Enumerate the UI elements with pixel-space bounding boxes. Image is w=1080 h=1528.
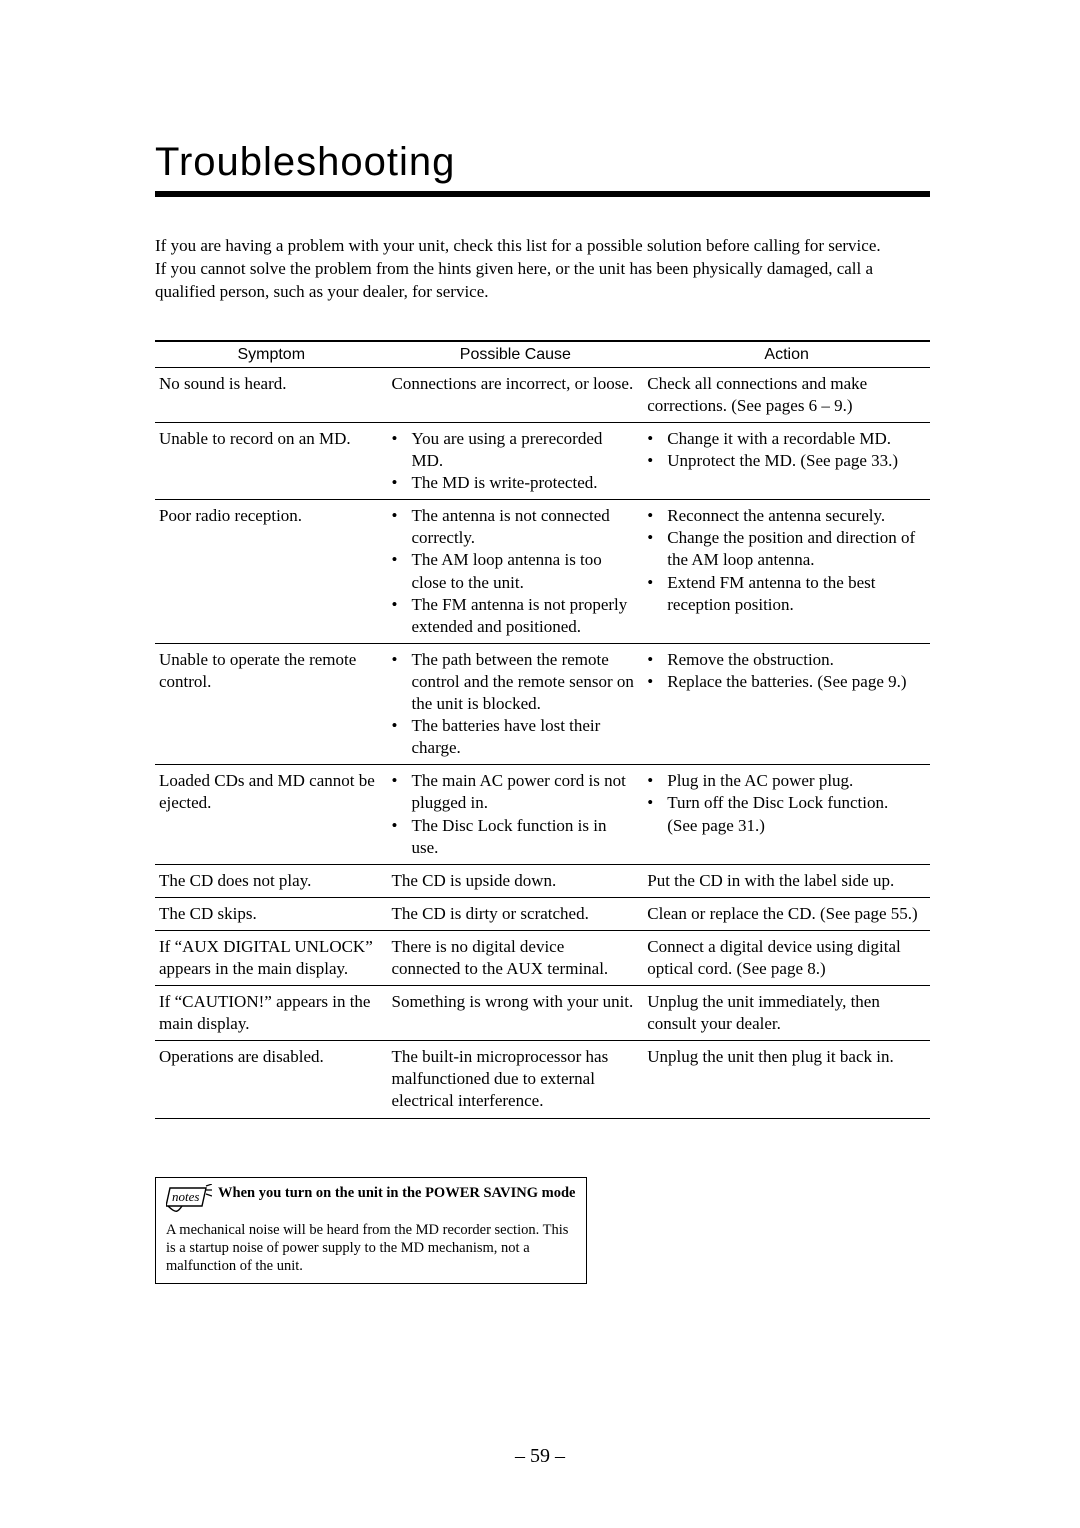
table-row: Unable to operate the remote control.•Th… bbox=[155, 643, 930, 764]
cell-cause: •The path between the remote control and… bbox=[388, 643, 644, 764]
troubleshooting-table: Symptom Possible Cause Action No sound i… bbox=[155, 340, 930, 1119]
intro-line-2: If you cannot solve the problem from the… bbox=[155, 258, 930, 304]
table-row: If “CAUTION!” appears in the main displa… bbox=[155, 986, 930, 1041]
cell-cause: Connections are incorrect, or loose. bbox=[388, 367, 644, 422]
bullet-icon: • bbox=[647, 649, 667, 671]
col-symptom: Symptom bbox=[155, 341, 388, 368]
bullet-text: You are using a prerecorded MD. bbox=[412, 428, 636, 472]
bullet-icon: • bbox=[647, 792, 667, 836]
intro-text: If you are having a problem with your un… bbox=[155, 235, 930, 304]
cell-symptom: Unable to record on an MD. bbox=[155, 423, 388, 500]
bullet-text: Change it with a recordable MD. bbox=[667, 428, 922, 450]
table-row: The CD does not play.The CD is upside do… bbox=[155, 864, 930, 897]
notes-box: notes When you turn on the unit in the P… bbox=[155, 1177, 587, 1285]
bullet-icon: • bbox=[392, 649, 412, 715]
page: Troubleshooting If you are having a prob… bbox=[0, 0, 1080, 1528]
bullet-icon: • bbox=[392, 715, 412, 759]
bullet-icon: • bbox=[647, 450, 667, 472]
title-rule bbox=[155, 191, 930, 197]
bullet-text: Unprotect the MD. (See page 33.) bbox=[667, 450, 922, 472]
col-cause: Possible Cause bbox=[388, 341, 644, 368]
table-row: Loaded CDs and MD cannot be ejected.•The… bbox=[155, 765, 930, 864]
table-row: Operations are disabled.The built-in mic… bbox=[155, 1041, 930, 1118]
cell-cause: •You are using a prerecorded MD.•The MD … bbox=[388, 423, 644, 500]
bullet-icon: • bbox=[647, 527, 667, 571]
notes-title: When you turn on the unit in the POWER S… bbox=[218, 1184, 575, 1202]
cell-action: Connect a digital device using digital o… bbox=[643, 930, 930, 985]
bullet-text: Reconnect the antenna securely. bbox=[667, 505, 922, 527]
cell-action: •Remove the obstruction.•Replace the bat… bbox=[643, 643, 930, 764]
bullet-text: The AM loop antenna is too close to the … bbox=[412, 549, 636, 593]
cell-symptom: The CD does not play. bbox=[155, 864, 388, 897]
cell-action: Unplug the unit then plug it back in. bbox=[643, 1041, 930, 1118]
table-row: Unable to record on an MD.•You are using… bbox=[155, 423, 930, 500]
intro-line-1: If you are having a problem with your un… bbox=[155, 235, 930, 258]
bullet-text: The Disc Lock function is in use. bbox=[412, 815, 636, 859]
bullet-icon: • bbox=[392, 594, 412, 638]
cell-cause: The CD is upside down. bbox=[388, 864, 644, 897]
cell-symptom: Loaded CDs and MD cannot be ejected. bbox=[155, 765, 388, 864]
cell-cause: Something is wrong with your unit. bbox=[388, 986, 644, 1041]
cell-cause: There is no digital device connected to … bbox=[388, 930, 644, 985]
bullet-icon: • bbox=[392, 505, 412, 549]
cell-cause: The built-in microprocessor has malfunct… bbox=[388, 1041, 644, 1118]
cell-action: •Reconnect the antenna securely.•Change … bbox=[643, 500, 930, 644]
cell-action: Clean or replace the CD. (See page 55.) bbox=[643, 897, 930, 930]
bullet-text: Turn off the Disc Lock function. (See pa… bbox=[667, 792, 922, 836]
bullet-icon: • bbox=[647, 572, 667, 616]
svg-text:notes: notes bbox=[172, 1189, 199, 1204]
bullet-text: The main AC power cord is not plugged in… bbox=[412, 770, 636, 814]
bullet-text: Plug in the AC power plug. bbox=[667, 770, 922, 792]
cell-symptom: Unable to operate the remote control. bbox=[155, 643, 388, 764]
table-row: If “AUX DIGITAL UNLOCK” appears in the m… bbox=[155, 930, 930, 985]
cell-cause: •The antenna is not connected correctly.… bbox=[388, 500, 644, 644]
cell-action: Check all connections and make correctio… bbox=[643, 367, 930, 422]
cell-symptom: If “AUX DIGITAL UNLOCK” appears in the m… bbox=[155, 930, 388, 985]
cell-action: •Change it with a recordable MD.•Unprote… bbox=[643, 423, 930, 500]
bullet-icon: • bbox=[647, 505, 667, 527]
table-header-row: Symptom Possible Cause Action bbox=[155, 341, 930, 368]
bullet-icon: • bbox=[647, 671, 667, 693]
page-title: Troubleshooting bbox=[155, 140, 930, 185]
cell-symptom: Operations are disabled. bbox=[155, 1041, 388, 1118]
bullet-icon: • bbox=[392, 815, 412, 859]
cell-symptom: Poor radio reception. bbox=[155, 500, 388, 644]
bullet-text: The FM antenna is not properly extended … bbox=[412, 594, 636, 638]
bullet-icon: • bbox=[392, 472, 412, 494]
cell-cause: The CD is dirty or scratched. bbox=[388, 897, 644, 930]
bullet-text: Change the position and direction of the… bbox=[667, 527, 922, 571]
cell-action: •Plug in the AC power plug.•Turn off the… bbox=[643, 765, 930, 864]
table-row: The CD skips.The CD is dirty or scratche… bbox=[155, 897, 930, 930]
notes-body: A mechanical noise will be heard from th… bbox=[166, 1221, 576, 1275]
bullet-icon: • bbox=[392, 428, 412, 472]
bullet-icon: • bbox=[647, 770, 667, 792]
bullet-text: The batteries have lost their charge. bbox=[412, 715, 636, 759]
bullet-text: The antenna is not connected correctly. bbox=[412, 505, 636, 549]
notes-icon: notes bbox=[166, 1184, 212, 1219]
bullet-icon: • bbox=[392, 549, 412, 593]
cell-action: Put the CD in with the label side up. bbox=[643, 864, 930, 897]
table-row: Poor radio reception.•The antenna is not… bbox=[155, 500, 930, 644]
bullet-text: The MD is write-protected. bbox=[412, 472, 636, 494]
bullet-text: The path between the remote control and … bbox=[412, 649, 636, 715]
bullet-icon: • bbox=[392, 770, 412, 814]
bullet-text: Extend FM antenna to the best reception … bbox=[667, 572, 922, 616]
cell-symptom: No sound is heard. bbox=[155, 367, 388, 422]
table-row: No sound is heard.Connections are incorr… bbox=[155, 367, 930, 422]
cell-action: Unplug the unit immediately, then consul… bbox=[643, 986, 930, 1041]
cell-cause: •The main AC power cord is not plugged i… bbox=[388, 765, 644, 864]
page-number: – 59 – bbox=[0, 1445, 1080, 1468]
bullet-icon: • bbox=[647, 428, 667, 450]
col-action: Action bbox=[643, 341, 930, 368]
cell-symptom: If “CAUTION!” appears in the main displa… bbox=[155, 986, 388, 1041]
table-body: No sound is heard.Connections are incorr… bbox=[155, 367, 930, 1118]
cell-symptom: The CD skips. bbox=[155, 897, 388, 930]
bullet-text: Remove the obstruction. bbox=[667, 649, 922, 671]
bullet-text: Replace the batteries. (See page 9.) bbox=[667, 671, 922, 693]
